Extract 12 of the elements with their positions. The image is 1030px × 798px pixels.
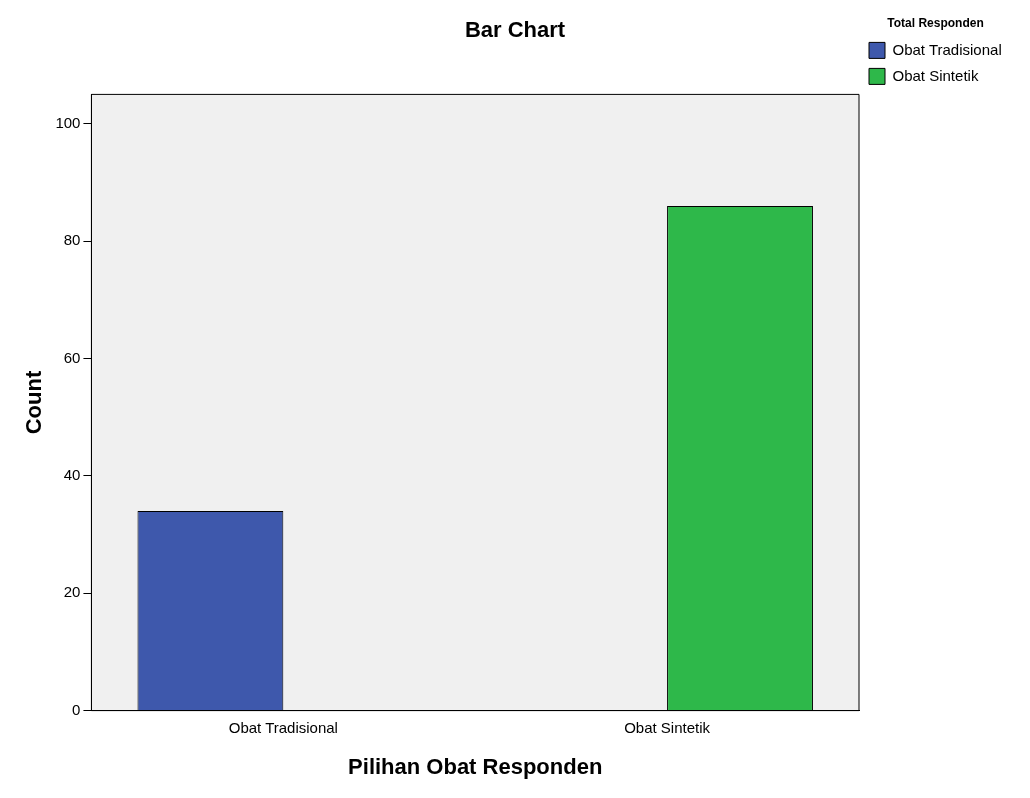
y-tick-label: 100 (55, 113, 81, 131)
legend-label: Obat Sintetik (892, 66, 979, 84)
y-tick-label: 40 (63, 466, 81, 483)
legend-label: Obat Tradisional (892, 40, 1002, 58)
y-tick-label: 60 (63, 348, 81, 366)
y-tick-label: 0 (72, 700, 81, 718)
y-tick-label: 80 (63, 231, 81, 249)
y-tick-label: 20 (63, 583, 81, 601)
chart-title: Bar Chart (464, 17, 566, 43)
x-axis-title: Pilihan Obat Responden (348, 753, 603, 779)
legend-title: Total Responden (887, 16, 984, 31)
y-axis-title: Count (21, 370, 47, 435)
